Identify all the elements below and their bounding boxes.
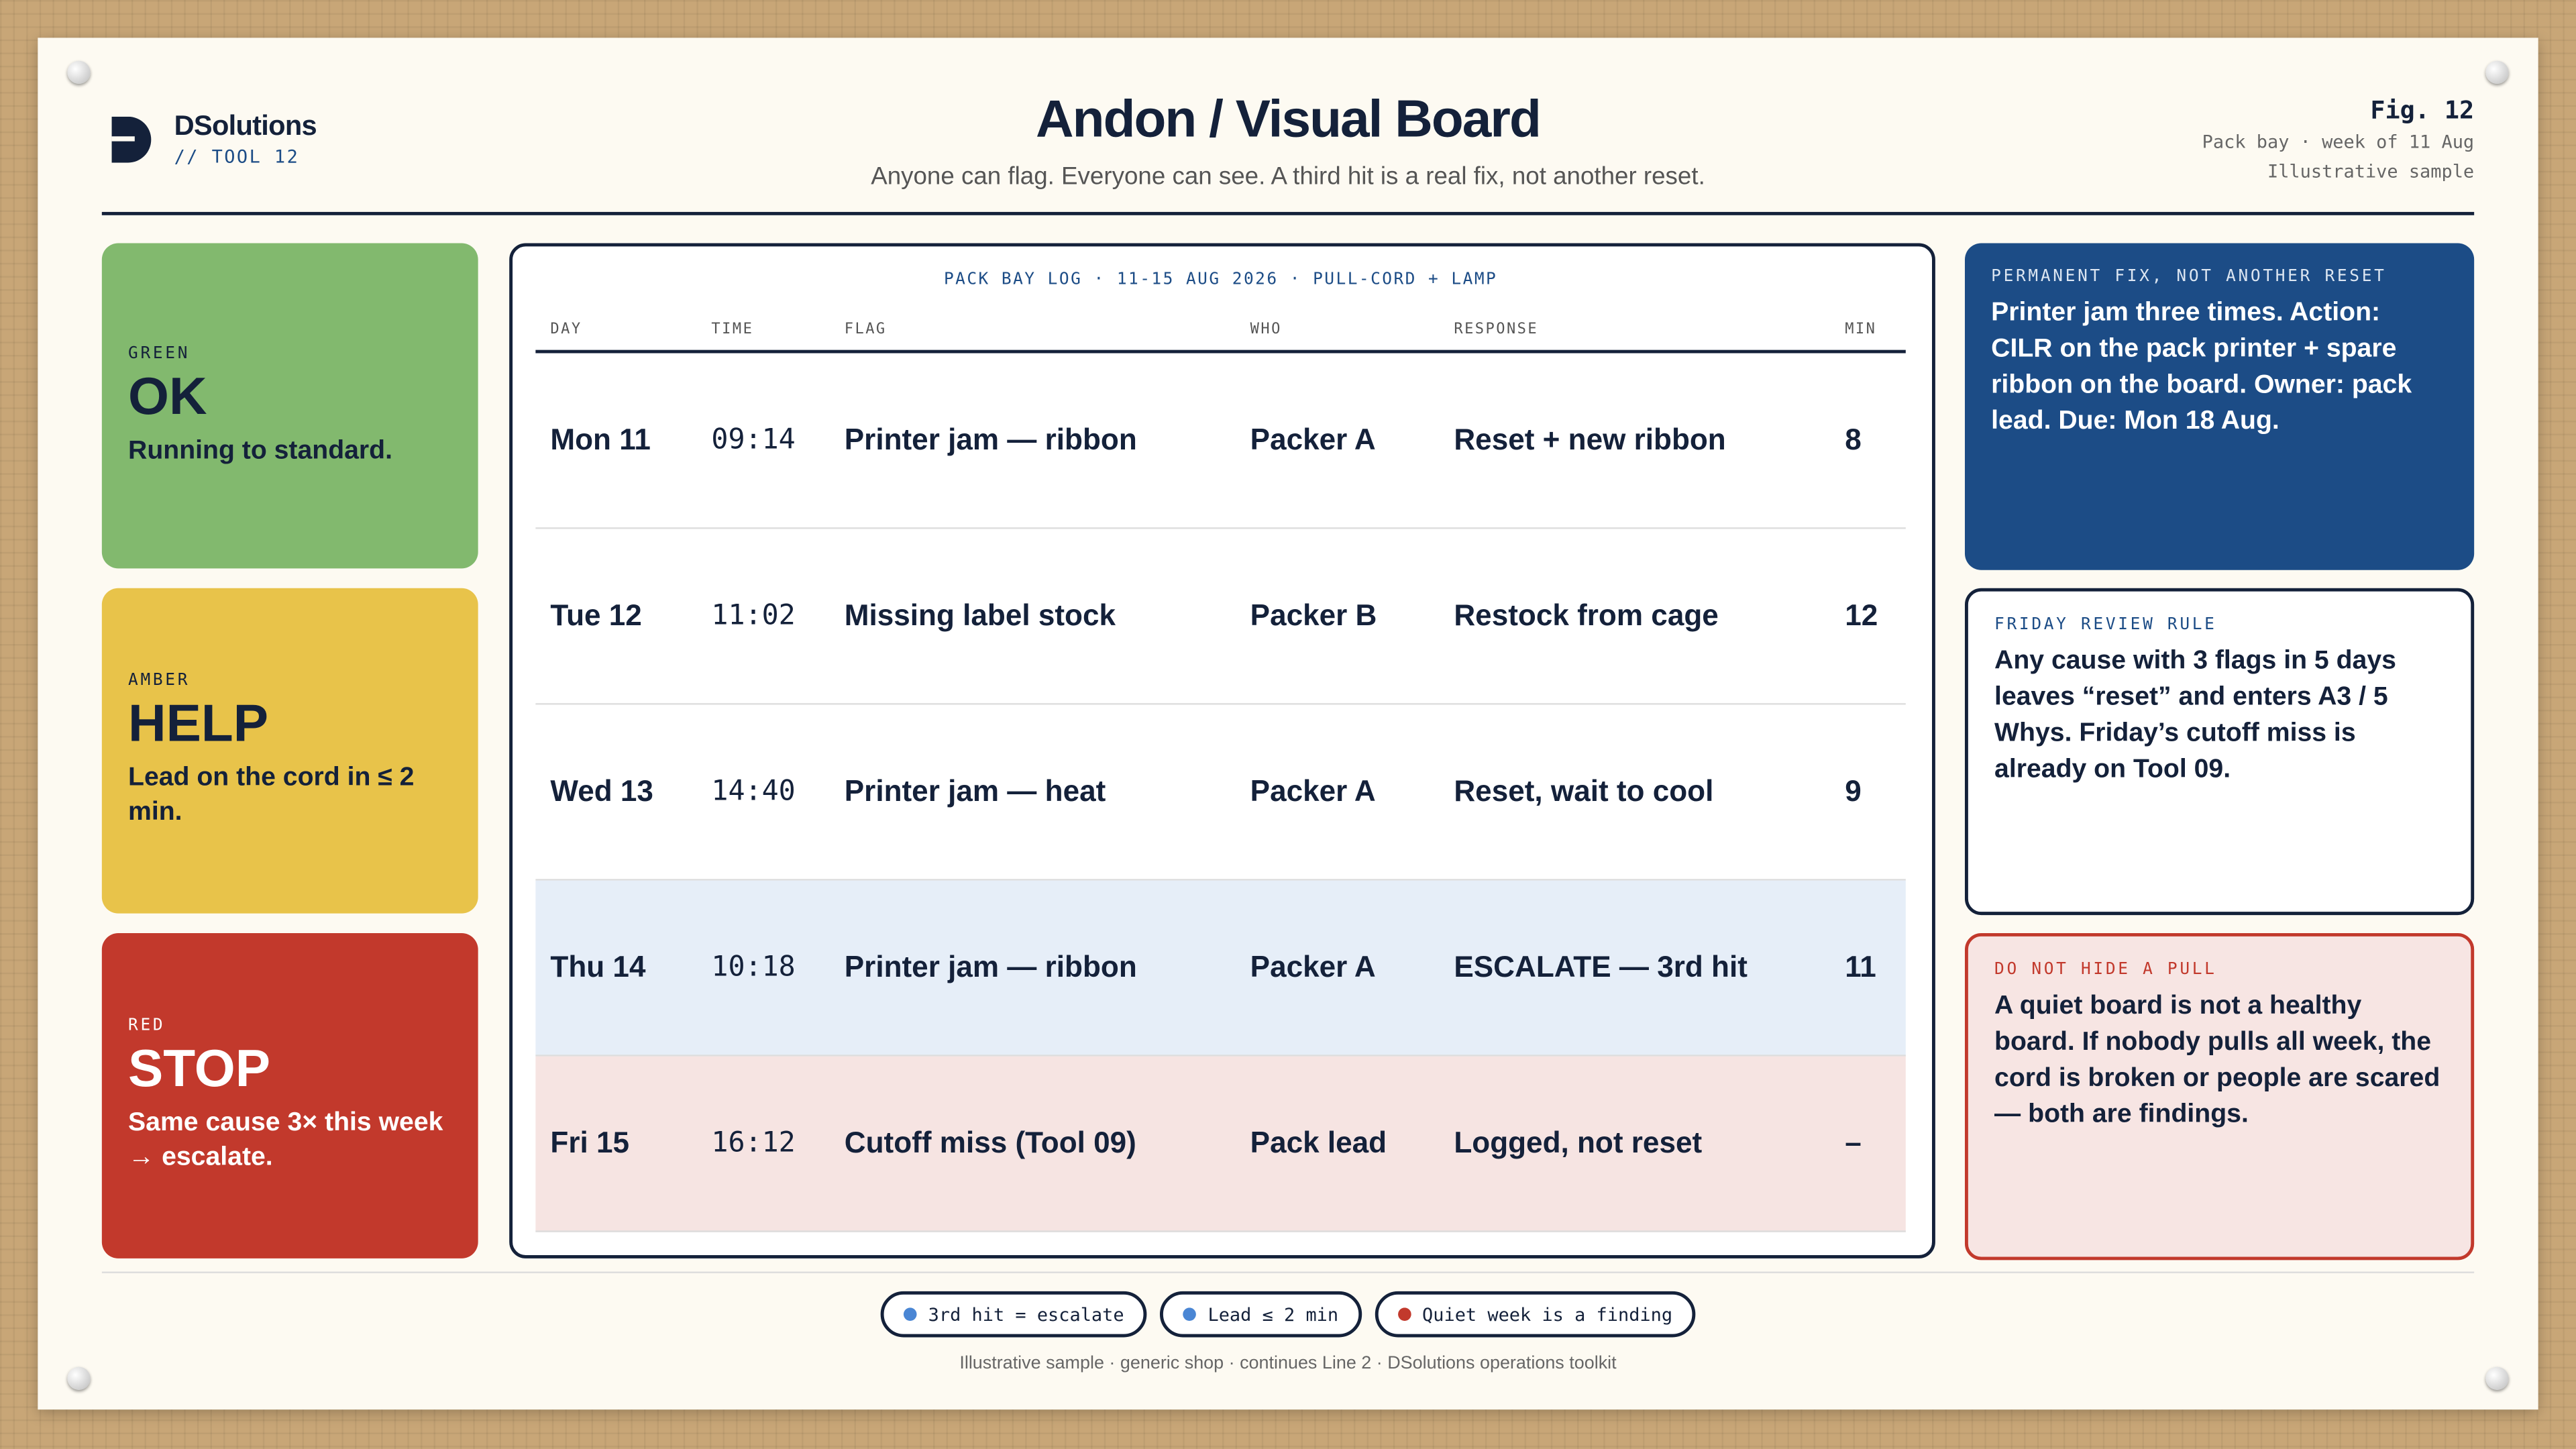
status-card: RED STOP Same cause 3× this week → escalat… (101, 933, 478, 1258)
table-cell: Packer A (1250, 774, 1376, 808)
table-row: Thu 14 10:18 Printer jam — ribbon Packer A E… (535, 880, 1906, 1057)
table-cell: 16:12 (711, 1127, 796, 1160)
status-text: Same cause 3× this week → escalate. (128, 1109, 443, 1172)
fig-label: Fig. 12 (2370, 95, 2475, 125)
pin (67, 1366, 91, 1390)
table-cell: Printer jam — ribbon (844, 423, 1137, 456)
table-cell: 14:40 (711, 775, 796, 808)
status-title: HELP (128, 693, 269, 753)
table-cell: Cutoff miss (Tool 09) (844, 1126, 1136, 1159)
table-cell: 12 (1845, 598, 1878, 632)
table-cell: Wed 13 (550, 774, 653, 808)
table-cell: Restock from cage (1454, 598, 1719, 632)
column-header: WHO (1250, 322, 1282, 339)
header-rule (101, 211, 2475, 215)
chip-dot (1183, 1307, 1197, 1321)
chip-row: 3rd hit = escalate Lead ≤ 2 min Quiet week… (0, 1291, 2576, 1338)
legend-chip: Lead ≤ 2 min (1160, 1291, 1362, 1338)
status-label: AMBER (128, 672, 191, 690)
footer-rule (101, 1271, 2475, 1273)
table-cell: Packer A (1250, 950, 1376, 983)
column-header: RESPONSE (1454, 322, 1539, 339)
table-cell: 9 (1845, 774, 1862, 808)
table-cell: 10:18 (711, 951, 796, 984)
column-header: FLAG (844, 322, 887, 339)
table-cell: – (1845, 1126, 1862, 1159)
fig-note: Pack bay · week of 11 Aug (2202, 131, 2475, 153)
note-label: PERMANENT FIX, NOT ANOTHER RESET (1991, 268, 2387, 286)
status-label: RED (128, 1016, 166, 1035)
note-label: DO NOT HIDE A PULL (1994, 961, 2217, 979)
table-cell: Printer jam — heat (844, 774, 1106, 808)
legend-chip: Quiet week is a finding (1375, 1291, 1696, 1338)
note-text: Any cause with 3 flags in 5 days leaves … (1994, 647, 2396, 784)
table-cell: Mon 11 (550, 423, 651, 456)
pin (2485, 60, 2509, 84)
table-cell: Printer jam — ribbon (844, 950, 1137, 983)
table-caption: PACK BAY LOG · 11-15 AUG 2026 · PULL-COR… (943, 271, 1498, 290)
status-card: AMBER HELP Lead on the cord in ≤ 2 min. (101, 588, 478, 914)
table-cell: 11:02 (711, 599, 796, 633)
table-row: Wed 13 14:40 Printer jam — heat Packer A Res… (535, 704, 1906, 881)
brand: DSolutions (174, 110, 317, 142)
chip-text: Lead ≤ 2 min (1208, 1303, 1339, 1326)
table-cell: 09:14 (711, 423, 796, 457)
logo (111, 116, 152, 163)
table-header-rule (535, 350, 1906, 354)
pin (67, 60, 91, 84)
chip-dot (1397, 1307, 1411, 1321)
note-card: FRIDAY REVIEW RULE Any cause with 3 flags… (1964, 588, 2475, 916)
table-cell: Tue 12 (550, 598, 642, 632)
status-text: Lead on the cord in ≤ 2 min. (128, 763, 415, 826)
status-label: GREEN (128, 344, 191, 363)
table-cell: 11 (1845, 950, 1876, 983)
tool-tag: // TOOL 12 (174, 146, 300, 168)
column-header: MIN (1845, 322, 1877, 339)
legend-chip: 3rd hit = escalate (880, 1291, 1147, 1338)
status-text: Running to standard. (128, 436, 393, 464)
table-cell: Packer A (1250, 423, 1376, 456)
note-card: PERMANENT FIX, NOT ANOTHER RESET Printer … (1964, 243, 2475, 570)
note-text: A quiet board is not a healthy board. If… (1994, 992, 2440, 1129)
column-header: TIME (711, 322, 754, 339)
table-cell: Thu 14 (550, 950, 646, 983)
fig-note: Illustrative sample (2267, 161, 2475, 182)
status-title: STOP (128, 1038, 270, 1097)
table-cell: Fri 15 (550, 1126, 630, 1159)
subtitle: Anyone can flag. Everyone can see. A thi… (871, 162, 1705, 191)
table-cell: Packer B (1250, 598, 1377, 632)
table-cell: Reset, wait to cool (1454, 774, 1714, 808)
note-card: DO NOT HIDE A PULL A quiet board is not a… (1964, 933, 2475, 1260)
status-card: GREEN OK Running to standard. (101, 243, 478, 569)
note-label: FRIDAY REVIEW RULE (1994, 616, 2217, 635)
table-cell: Logged, not reset (1454, 1126, 1703, 1159)
table-cell: 8 (1845, 423, 1862, 456)
table-cell: ESCALATE — 3rd hit (1454, 950, 1748, 983)
title: Andon / Visual Board (1036, 89, 1542, 148)
table-row: Mon 11 09:14 Printer jam — ribbon Packer A R… (535, 353, 1906, 529)
footer: Illustrative sample · generic shop · con… (959, 1353, 1617, 1374)
table-row: Fri 15 16:12 Cutoff miss (Tool 09) Pack lea… (535, 1056, 1906, 1232)
column-header: DAY (550, 322, 582, 339)
chip-text: 3rd hit = escalate (928, 1303, 1124, 1326)
table-cell: Reset + new ribbon (1454, 423, 1726, 456)
table-cell: Missing label stock (844, 598, 1116, 632)
note-text: Printer jam three times. Action: CILR on… (1991, 299, 2412, 435)
status-title: OK (128, 365, 207, 425)
chip-text: Quiet week is a finding (1422, 1303, 1673, 1326)
table-row: Tue 12 11:02 Missing label stock Packer B Re… (535, 529, 1906, 705)
pin (2485, 1366, 2509, 1390)
table-cell: Pack lead (1250, 1126, 1387, 1159)
chip-dot (903, 1307, 917, 1321)
